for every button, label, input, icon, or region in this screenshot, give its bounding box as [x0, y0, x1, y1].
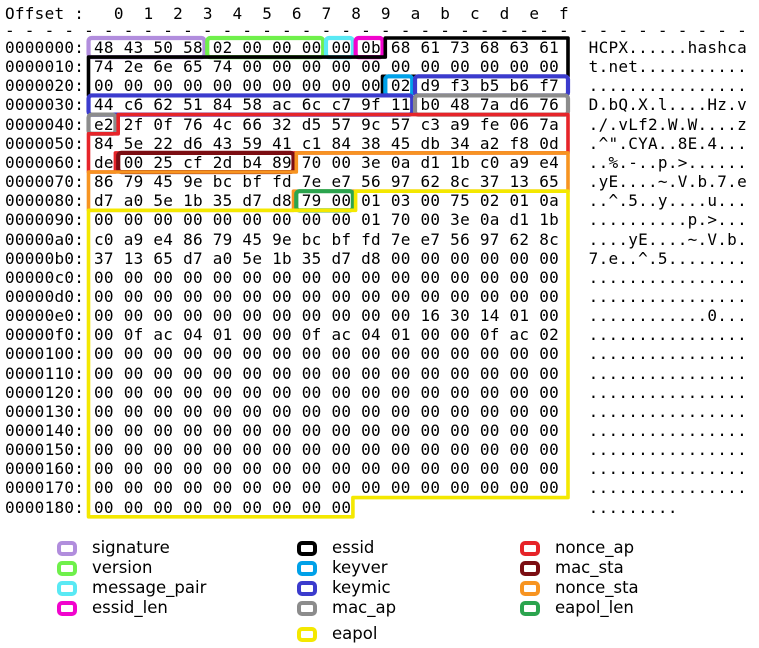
separator-line: - - - - - - - - - - - - - - - - - - - - …	[5, 21, 757, 40]
legend-label: keyver	[332, 558, 388, 577]
legend-item-nonce_sta: nonce_sta	[520, 578, 639, 598]
legend-item-keymic: keymic	[297, 578, 391, 598]
hex-row-0000110: 0000110: 00 00 00 00 00 00 00 00 00 00 0…	[5, 363, 747, 383]
legend-item-mac_ap: mac_ap	[297, 598, 396, 618]
legend-label: essid_len	[92, 598, 168, 617]
hex-row-0000050: 0000050: 84 5e 22 d6 43 59 41 c1 84 38 4…	[5, 133, 747, 153]
mac_ap-color-swatch	[297, 600, 317, 616]
legend-label: keymic	[332, 578, 391, 597]
hex-row-0000010: 0000010: 74 2e 6e 65 74 00 00 00 00 00 0…	[5, 57, 747, 77]
legend-label: version	[92, 558, 153, 577]
version-color-swatch	[57, 560, 77, 576]
legend-label: mac_sta	[555, 558, 624, 577]
keymic-color-swatch	[297, 580, 317, 596]
hex-row-0000070: 0000070: 86 79 45 9e bc bf fd 7e e7 56 9…	[5, 172, 747, 192]
legend-label: essid	[332, 538, 375, 557]
legend-label: nonce_sta	[555, 578, 639, 597]
hex-row-0000170: 0000170: 00 00 00 00 00 00 00 00 00 00 0…	[5, 478, 747, 498]
hex-row-0000120: 0000120: 00 00 00 00 00 00 00 00 00 00 0…	[5, 382, 747, 402]
hex-row-0000090: 0000090: 00 00 00 00 00 00 00 00 00 01 7…	[5, 210, 747, 230]
eapol_len-color-swatch	[520, 600, 540, 616]
keyver-color-swatch	[297, 560, 317, 576]
legend-item-essid_len: essid_len	[57, 598, 168, 618]
hex-row-0000060: 0000060: de 00 25 cf 2d b4 89 70 00 3e 0…	[5, 152, 747, 172]
column-header-row: Offset : 0 1 2 3 4 5 6 7 8 9 a b c d e f	[5, 4, 569, 23]
legend-label: nonce_ap	[555, 538, 635, 557]
hex-row-0000000: 0000000: 48 43 50 58 02 00 00 00 00 0b 6…	[5, 38, 747, 57]
hex-row-0000030: 0000030: 44 c6 62 51 84 58 ac 6c c7 9f 1…	[5, 95, 747, 115]
hex-row-0000180: 0000180: 00 00 00 00 00 00 00 00 00 ....…	[5, 497, 678, 517]
hex-row-00000a0: 00000a0: c0 a9 e4 86 79 45 9e bc bf fd 7…	[5, 229, 747, 249]
legend-item-version: version	[57, 558, 152, 578]
essid-color-swatch	[297, 540, 317, 556]
hex-row-0000020: 0000020: 00 00 00 00 00 00 00 00 00 00 0…	[5, 76, 747, 96]
legend-item-essid: essid	[297, 538, 374, 558]
legend-item-signature: signature	[57, 538, 170, 558]
hex-row-0000130: 0000130: 00 00 00 00 00 00 00 00 00 00 0…	[5, 401, 747, 421]
legend-label: eapol	[332, 624, 378, 643]
legend-item-eapol_len: eapol_len	[520, 598, 634, 618]
hex-row-0000040: 0000040: e2 2f 0f 76 4c 66 32 d5 57 9c 5…	[5, 114, 747, 134]
mac_sta-color-swatch	[520, 560, 540, 576]
eapol-color-swatch	[297, 626, 317, 642]
legend-item-message_pair: message_pair	[57, 578, 206, 598]
hex-row-00000b0: 00000b0: 37 13 65 d7 a0 5e 1b 35 d7 d8 0…	[5, 248, 747, 268]
hex-row-00000f0: 00000f0: 00 0f ac 04 01 00 00 0f ac 04 0…	[5, 325, 747, 345]
hex-row-00000c0: 00000c0: 00 00 00 00 00 00 00 00 00 00 0…	[5, 267, 747, 287]
legend-label: signature	[92, 538, 170, 557]
hex-row-0000080: 0000080: d7 a0 5e 1b 35 d7 d8 79 00 01 0…	[5, 191, 747, 211]
message_pair-color-swatch	[57, 580, 77, 596]
legend-item-mac_sta: mac_sta	[520, 558, 624, 578]
legend-item-nonce_ap: nonce_ap	[520, 538, 634, 558]
hex-row-00000e0: 00000e0: 00 00 00 00 00 00 00 00 00 00 0…	[5, 306, 747, 326]
nonce_ap-color-swatch	[520, 540, 540, 556]
hex-row-0000140: 0000140: 00 00 00 00 00 00 00 00 00 00 0…	[5, 421, 747, 440]
legend-item-keyver: keyver	[297, 558, 388, 578]
legend-item-eapol: eapol	[297, 624, 377, 644]
hex-row-0000160: 0000160: 00 00 00 00 00 00 00 00 00 00 0…	[5, 459, 747, 479]
essid_len-color-swatch	[57, 600, 77, 616]
signature-color-swatch	[57, 540, 77, 556]
legend-label: mac_ap	[332, 598, 397, 617]
legend-label: eapol_len	[555, 598, 634, 617]
hex-row-00000d0: 00000d0: 00 00 00 00 00 00 00 00 00 00 0…	[5, 286, 747, 306]
nonce_sta-color-swatch	[520, 580, 540, 596]
hex-row-0000150: 0000150: 00 00 00 00 00 00 00 00 00 00 0…	[5, 440, 747, 460]
hex-row-0000100: 0000100: 00 00 00 00 00 00 00 00 00 00 0…	[5, 344, 747, 364]
legend-label: message_pair	[92, 578, 207, 597]
